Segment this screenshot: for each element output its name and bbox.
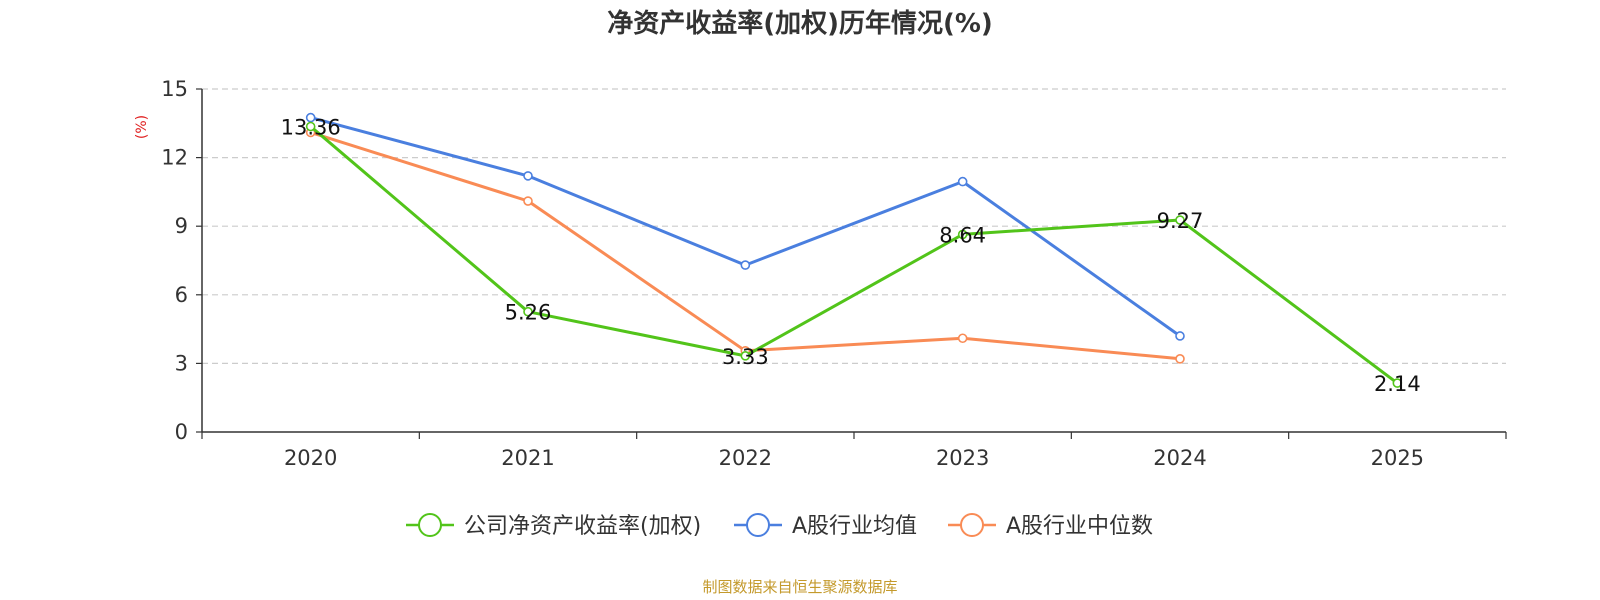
- y-tick-label: 15: [161, 77, 188, 101]
- series-point-1: [957, 176, 968, 187]
- x-tick-label: 2020: [284, 446, 337, 470]
- data-label: 8.64: [939, 223, 986, 247]
- legend-marker: [960, 513, 984, 537]
- x-tick-label: 2025: [1371, 446, 1424, 470]
- legend-marker: [746, 513, 770, 537]
- series-point-2: [957, 333, 968, 344]
- series-point-2: [1175, 354, 1185, 364]
- source-note: 制图数据来自恒生聚源数据库: [702, 578, 897, 596]
- legend-label: A股行业均值: [792, 514, 917, 539]
- chart-title: 净资产收益率(加权)历年情况(%): [607, 8, 993, 39]
- series-line-2: [310, 130, 1181, 361]
- series-point-0: [305, 121, 316, 132]
- x-tick-label: 2023: [936, 446, 989, 470]
- series-point-2: [523, 196, 533, 206]
- legend-marker: [418, 513, 442, 537]
- series-point-1: [1175, 331, 1185, 341]
- legend-label: A股行业中位数: [1006, 514, 1153, 539]
- series-line-0: [309, 125, 1399, 385]
- data-label: 9.27: [1157, 209, 1204, 233]
- data-label: 3.33: [722, 345, 769, 369]
- series-point-1: [305, 112, 316, 123]
- grid-lines: [202, 88, 1506, 364]
- series-point-0: [1392, 378, 1403, 388]
- legend: 公司净资产收益率(加权) A股行业均值 A股行业中位数: [406, 513, 1153, 539]
- data-labels: 13.36 5.26 3.33 8.64 9.27 2.14: [281, 116, 1421, 397]
- series-point-0: [523, 306, 533, 317]
- data-label: 2.14: [1374, 372, 1421, 396]
- x-tick-label: 2024: [1153, 446, 1206, 470]
- data-label: 5.26: [505, 301, 552, 325]
- y-tick-label: 3: [175, 351, 188, 375]
- axes: 0 3 6 9 12 15 2020 2021 2022 2023 2024 2025: [161, 77, 1507, 470]
- x-tick-label: 2021: [501, 446, 554, 470]
- series-point-0: [740, 351, 751, 361]
- data-label: 13.36: [281, 116, 341, 140]
- series-point-0: [1175, 215, 1185, 225]
- y-tick-label: 9: [175, 214, 188, 238]
- y-axis-unit: (%): [134, 115, 150, 139]
- series-point-0: [957, 229, 968, 240]
- x-tick-label: 2022: [719, 446, 772, 470]
- y-tick-label: 12: [161, 146, 188, 170]
- y-tick-label: 0: [175, 420, 188, 444]
- series-lines: [305, 112, 1403, 388]
- y-tick-label: 6: [175, 283, 188, 307]
- series-point-1: [523, 171, 533, 181]
- legend-label: 公司净资产收益率(加权): [464, 514, 701, 539]
- series-point-1: [740, 260, 751, 270]
